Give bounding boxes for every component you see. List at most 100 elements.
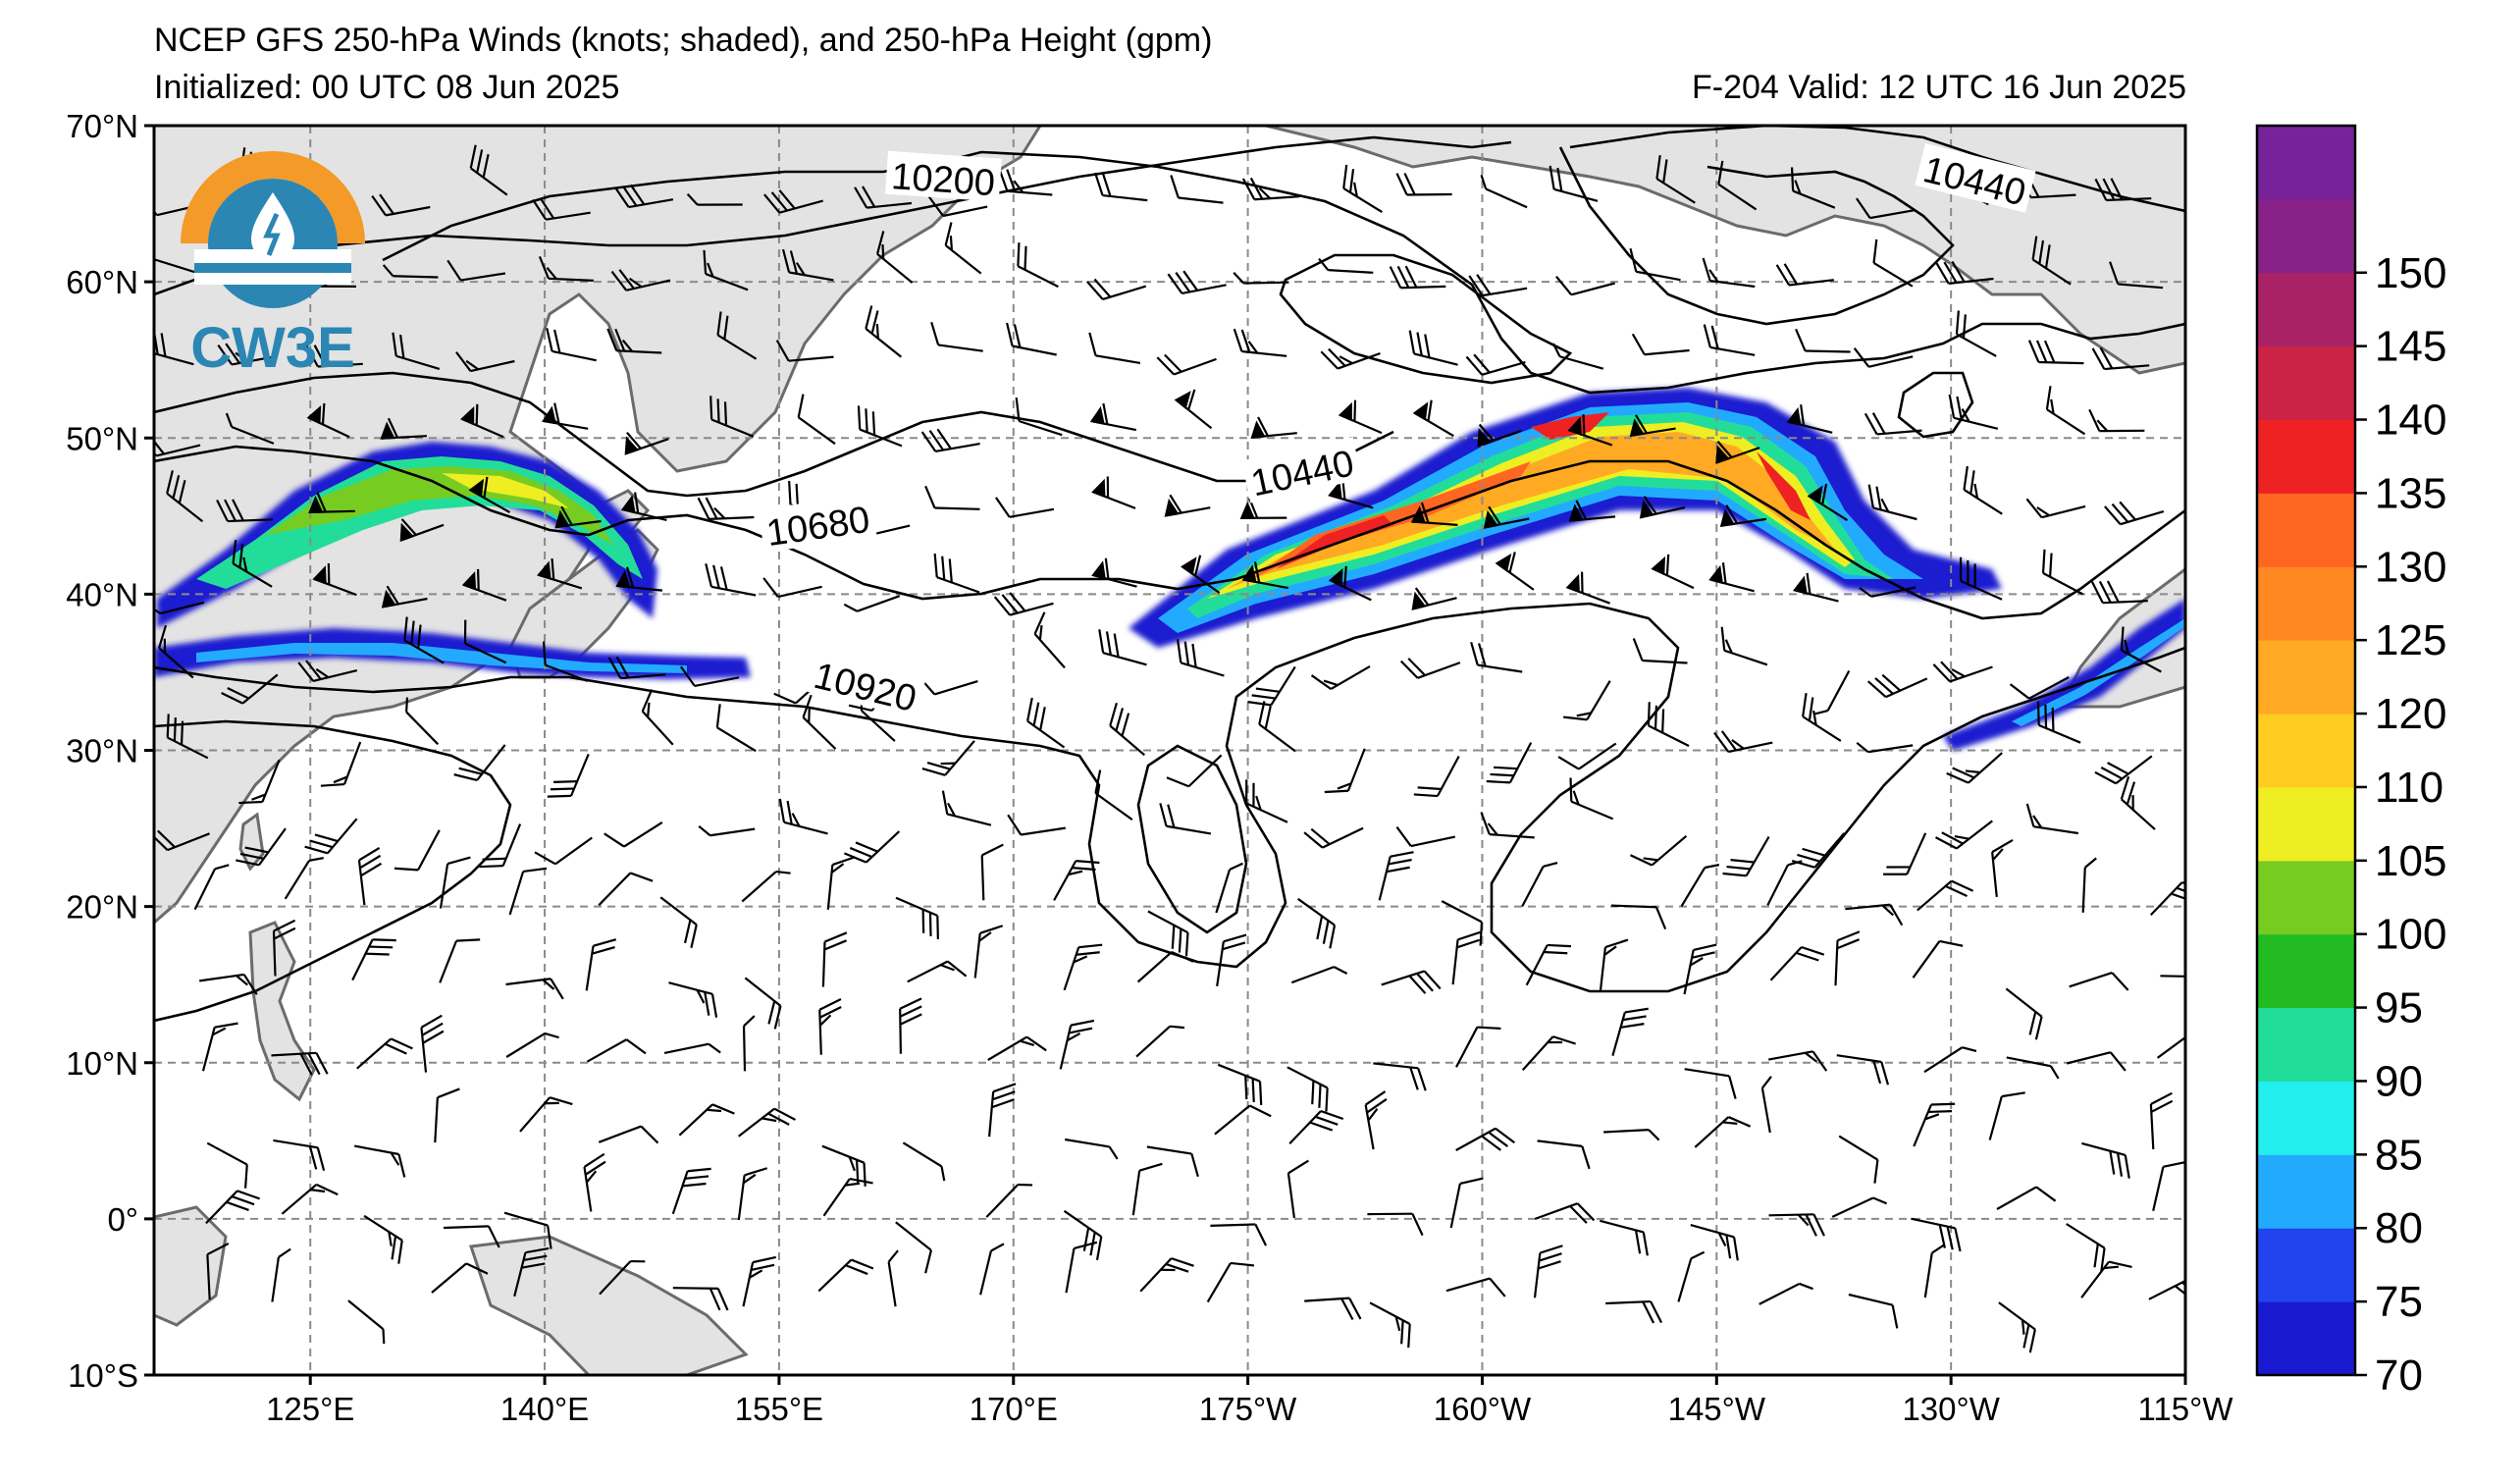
barb-feather bbox=[1945, 884, 1968, 897]
wind-barb bbox=[201, 1022, 238, 1072]
barb-feather bbox=[1121, 713, 1130, 737]
barb-pennant bbox=[1174, 391, 1191, 409]
wind-barb bbox=[1026, 697, 1066, 749]
barb-feather bbox=[400, 518, 417, 536]
barb-feather bbox=[1104, 557, 1110, 580]
wind-barb bbox=[158, 624, 194, 679]
barb-feather bbox=[1946, 771, 1969, 784]
barb-feather bbox=[1264, 705, 1272, 729]
wind-barb bbox=[1911, 1217, 1962, 1252]
lon-label-7: 130°W bbox=[1902, 1391, 2000, 1427]
barb-feather bbox=[749, 1269, 763, 1279]
barb-feather bbox=[924, 1249, 932, 1274]
barb-feather bbox=[990, 1243, 1005, 1252]
barb-feather bbox=[1642, 1232, 1649, 1256]
wind-barb bbox=[1717, 160, 1758, 211]
barb-feather bbox=[823, 939, 847, 951]
barb-feather bbox=[1325, 1087, 1329, 1112]
barb-staff bbox=[1243, 281, 1289, 285]
barb-feather bbox=[1488, 505, 1501, 525]
barb-feather bbox=[397, 1153, 406, 1178]
barb-feather bbox=[933, 553, 938, 578]
cw3e-logo: CW3E bbox=[181, 151, 365, 380]
jet-north-pacific-130 bbox=[1251, 461, 1531, 579]
barb-staff bbox=[1410, 835, 1456, 848]
wind-barb bbox=[1233, 328, 1287, 357]
barb-feather bbox=[1417, 786, 1442, 791]
logo-wave-band bbox=[194, 263, 351, 273]
wind-barb bbox=[1135, 1025, 1185, 1058]
barb-feather bbox=[1804, 1051, 1818, 1063]
wind-barb bbox=[1768, 1213, 1825, 1237]
lon-label-8: 115°W bbox=[2138, 1391, 2234, 1427]
barb-staff bbox=[1146, 1145, 1192, 1155]
barb-staff bbox=[861, 710, 896, 742]
barb-feather bbox=[1837, 930, 1861, 942]
wind-barb bbox=[930, 321, 983, 352]
wind-barb bbox=[542, 402, 589, 430]
barb-feather bbox=[1456, 938, 1480, 949]
logo-wave-2 bbox=[194, 273, 351, 285]
barb-feather bbox=[1538, 1260, 1561, 1270]
barb-feather bbox=[647, 702, 651, 717]
barb-feather bbox=[358, 846, 381, 862]
barb-feather bbox=[1721, 562, 1727, 584]
barb-feather bbox=[1009, 592, 1026, 612]
barb-feather bbox=[2110, 178, 2124, 200]
wind-barb bbox=[554, 505, 602, 529]
barb-feather bbox=[1572, 790, 1580, 806]
barb-feather bbox=[1954, 835, 1969, 840]
wind-barb bbox=[1521, 1035, 1576, 1071]
barb-feather bbox=[795, 483, 800, 508]
colorbar-label-5: 95 bbox=[2375, 984, 2423, 1033]
barb-feather bbox=[545, 1032, 559, 1039]
barb-feather bbox=[707, 262, 714, 278]
jet-japan-north-110 bbox=[442, 473, 569, 508]
barb-feather bbox=[1465, 355, 1484, 376]
barb-feather bbox=[770, 191, 788, 212]
wind-barb bbox=[1569, 777, 1614, 821]
wind-barb bbox=[1988, 1091, 2025, 1140]
barb-feather bbox=[899, 1005, 922, 1018]
barb-feather bbox=[640, 1125, 659, 1144]
wind-barb bbox=[1206, 1261, 1255, 1303]
wind-barb bbox=[1948, 394, 1999, 430]
barb-feather bbox=[1705, 864, 1720, 870]
barb-staff bbox=[1537, 1139, 1583, 1147]
barb-feather bbox=[236, 975, 248, 986]
barb-feather bbox=[881, 243, 885, 259]
barb-feather bbox=[1548, 1040, 1563, 1044]
gridlines bbox=[154, 126, 2185, 1375]
barb-staff bbox=[1094, 792, 1133, 821]
wind-barb bbox=[281, 1183, 339, 1215]
wind-barb bbox=[762, 577, 822, 599]
colorbar-label-13: 140 bbox=[2375, 397, 2446, 445]
barb-feather bbox=[1184, 932, 1189, 957]
barb-feather bbox=[455, 351, 472, 372]
barb-feather bbox=[1702, 257, 1711, 282]
wind-barb bbox=[1647, 702, 1690, 747]
barb-staff bbox=[586, 1038, 628, 1063]
wind-barb bbox=[2120, 626, 2162, 673]
barb-feather bbox=[2025, 803, 2035, 827]
wind-barb bbox=[1159, 803, 1212, 835]
barb-feather bbox=[610, 270, 628, 291]
wind-barb bbox=[1131, 1162, 1163, 1216]
barb-staff bbox=[1868, 355, 1914, 368]
wind-barb bbox=[232, 540, 273, 588]
barb-feather bbox=[2050, 398, 2055, 414]
wind-barb bbox=[598, 1125, 659, 1144]
wind-barb bbox=[2066, 1223, 2106, 1272]
barb-feather bbox=[308, 1145, 318, 1170]
wind-barb bbox=[973, 925, 1004, 979]
wind-barb bbox=[1834, 930, 1861, 986]
barb-feather bbox=[1171, 925, 1176, 949]
barb-feather bbox=[1853, 346, 1870, 368]
contour-10920-west bbox=[154, 719, 512, 1023]
wind-barb bbox=[1838, 1135, 1879, 1184]
wind-barb bbox=[1411, 587, 1457, 610]
barb-feather bbox=[1703, 324, 1711, 348]
wind-barb bbox=[887, 1249, 899, 1307]
barb-feather bbox=[2051, 707, 2055, 732]
colorbar-label-10: 125 bbox=[2375, 616, 2446, 664]
